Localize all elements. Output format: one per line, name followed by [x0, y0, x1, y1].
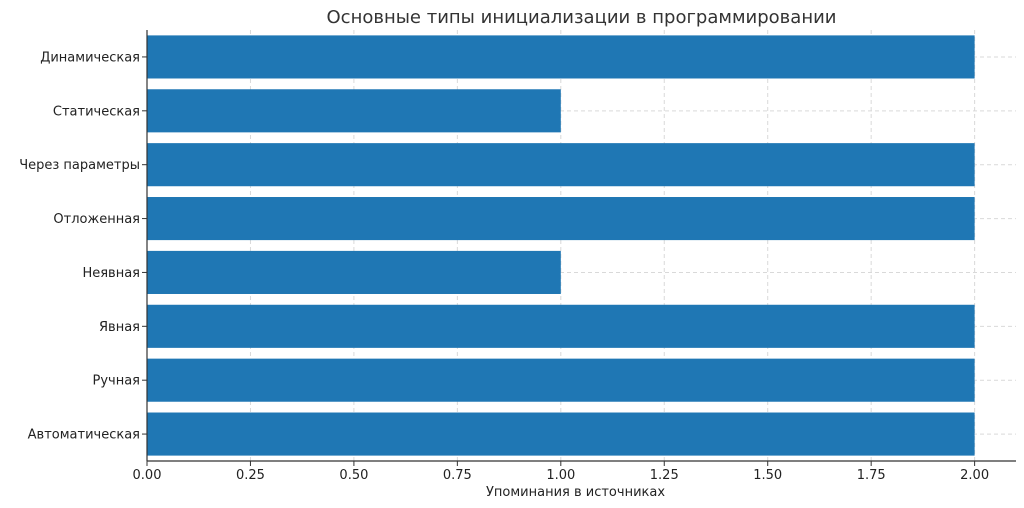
labels-layer: 0.00 0.25 0.50 0.75 1.00 1.25 1.50 1.75 2.00 Авто…: [19, 50, 989, 483]
y-tick-label: Отложенная: [53, 212, 140, 227]
axes-layer: [142, 30, 1016, 466]
x-tick-label: 1.50: [753, 468, 782, 483]
x-tick-label: 2.00: [960, 468, 989, 483]
y-tick-label: Автоматическая: [28, 428, 140, 443]
x-tick-label: 0.25: [236, 468, 265, 483]
y-tick-label: Явная: [99, 320, 140, 335]
y-tick-label: Статическая: [53, 104, 140, 119]
x-tick-label: 0.50: [339, 468, 368, 483]
bar: [147, 304, 975, 348]
y-tick-label: Динамическая: [40, 50, 140, 65]
x-tick-label: 0.75: [443, 468, 472, 483]
bar: [147, 250, 561, 294]
bar: [147, 358, 975, 402]
chart-title: Основные типы инициализации в программир…: [327, 7, 837, 28]
y-tick-label: Неявная: [82, 266, 140, 281]
x-axis-label: Упоминания в источниках: [486, 485, 665, 500]
x-tick-label: 1.25: [650, 468, 679, 483]
bar: [147, 412, 975, 456]
y-tick-label: Ручная: [93, 374, 141, 389]
y-tick-label: Через параметры: [19, 158, 140, 173]
x-tick-label: 0.00: [133, 468, 162, 483]
bar: [147, 35, 975, 79]
x-tick-label: 1.75: [857, 468, 886, 483]
bar: [147, 143, 975, 187]
bar: [147, 89, 561, 133]
bars-layer: [147, 35, 975, 456]
bar: [147, 197, 975, 241]
x-tick-label: 1.00: [546, 468, 575, 483]
